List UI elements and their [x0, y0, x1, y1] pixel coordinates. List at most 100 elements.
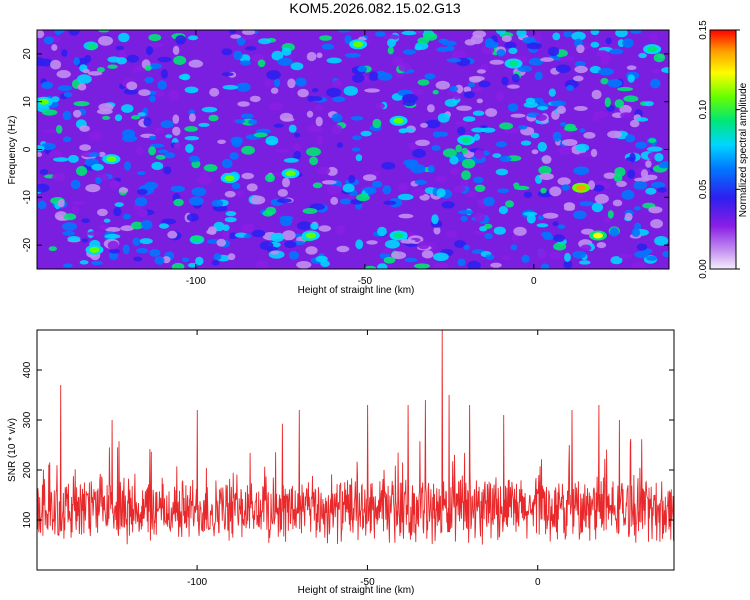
heatmap-cell [497, 188, 510, 194]
heatmap-cell [157, 56, 172, 63]
heatmap-cell [165, 134, 173, 139]
heatmap-cell [273, 123, 284, 128]
heatmap-cell [561, 139, 578, 146]
heatmap-cell [311, 96, 323, 101]
snr-y-tick-label: 100 [22, 511, 33, 528]
heatmap-cell [540, 187, 547, 194]
heatmap-cell [485, 41, 499, 49]
heatmap-cell [648, 206, 663, 214]
heatmap-cell [508, 47, 518, 54]
heatmap-cell [423, 32, 438, 41]
heatmap-cell [137, 188, 148, 195]
heatmap-cell [148, 43, 164, 48]
heatmap-cell [148, 34, 162, 42]
heatmap-cell [186, 213, 199, 222]
heatmap-cell [415, 139, 430, 146]
heatmap-cell [230, 136, 244, 145]
colorbar-ticks: 0.00 0.05 0.10 0.15 [698, 20, 740, 279]
heatmap-cell [331, 124, 343, 135]
heatmap-cell [264, 79, 272, 88]
heatmap-cell [98, 151, 106, 158]
heatmap-cell [221, 158, 233, 169]
heatmap-cell [284, 240, 297, 249]
heatmap-cell [256, 260, 268, 269]
heatmap-cell [534, 32, 543, 43]
heatmap-cell [610, 256, 623, 265]
heatmap-cell [178, 74, 190, 80]
heatmap-cell [70, 179, 81, 190]
heatmap-cell [265, 173, 275, 183]
heatmap-cell [57, 85, 73, 91]
snr-x-ticks: -100 -50 0 [187, 330, 541, 588]
heatmap-peak [593, 232, 603, 239]
heatmap-cell [453, 185, 466, 193]
heatmap-cell [547, 46, 560, 57]
heatmap-cell [130, 221, 144, 230]
heatmap-cell [88, 152, 101, 157]
heatmap-cell [160, 69, 168, 79]
heatmap-cell [54, 30, 65, 34]
heatmap-peak [38, 98, 49, 105]
heatmap-cell [591, 202, 604, 213]
heatmap-cell [473, 87, 483, 92]
heatmap-cell [84, 55, 92, 63]
heatmap-cell [634, 251, 649, 259]
heatmap-cell [41, 81, 54, 90]
heatmap-cell [421, 250, 434, 259]
heatmap-cell [167, 230, 178, 239]
heatmap-cell [48, 246, 57, 252]
heatmap-cell [229, 30, 237, 34]
heatmap-cell [397, 182, 409, 192]
heatmap-cell [559, 56, 575, 62]
heatmap-cell [578, 152, 595, 157]
heatmap-cell [398, 213, 414, 219]
heatmap-cell [234, 119, 246, 124]
snr-y-ticks: 100 200 300 400 [22, 361, 674, 528]
heatmap-cell [258, 38, 272, 45]
heatmap-cell [492, 153, 502, 159]
heatmap-cell [336, 245, 350, 253]
heatmap-cell [168, 90, 180, 101]
heatmap-cell [154, 127, 165, 134]
heatmap-cell [235, 190, 244, 197]
heatmap-cell [172, 45, 180, 56]
heatmap-cell [114, 202, 124, 208]
heatmap-cell [188, 59, 204, 68]
heatmap-cell [189, 113, 196, 122]
heatmap-cell [265, 135, 279, 146]
heatmap-cell [496, 49, 506, 57]
heatmap-cell [172, 114, 180, 124]
heatmap-cell [146, 45, 153, 56]
heatmap-cell [381, 162, 396, 170]
heatmap-cell [537, 215, 545, 221]
heatmap-cell [495, 141, 507, 148]
heatmap-cell [241, 222, 255, 233]
heatmap-cell [382, 185, 392, 195]
heatmap-cell [116, 57, 127, 65]
heatmap-cell [375, 31, 386, 37]
heatmap-cell [412, 148, 427, 158]
heatmap-cell [62, 222, 77, 231]
heatmap-cell [321, 180, 337, 185]
heatmap-cell [433, 262, 449, 269]
heatmap-cell [630, 30, 642, 34]
heatmap-cell [415, 30, 425, 35]
heatmap-cell [461, 158, 476, 169]
heatmap-cell [617, 87, 634, 92]
heatmap-cell [316, 135, 323, 145]
heatmap-cell [513, 226, 527, 236]
heatmap-cells [37, 30, 669, 269]
heatmap-cell [109, 249, 121, 254]
heatmap-cell [377, 226, 387, 237]
heatmap-cell [149, 95, 156, 103]
heatmap-cell [37, 200, 47, 210]
heatmap-cell [126, 54, 139, 63]
heatmap-cell [403, 159, 419, 166]
heatmap-cell [113, 207, 122, 217]
heatmap-cell [474, 149, 485, 160]
heatmap-cell [502, 255, 512, 260]
heatmap-cell [501, 35, 512, 42]
heatmap-cell [98, 103, 114, 112]
heatmap-cell [362, 174, 377, 182]
